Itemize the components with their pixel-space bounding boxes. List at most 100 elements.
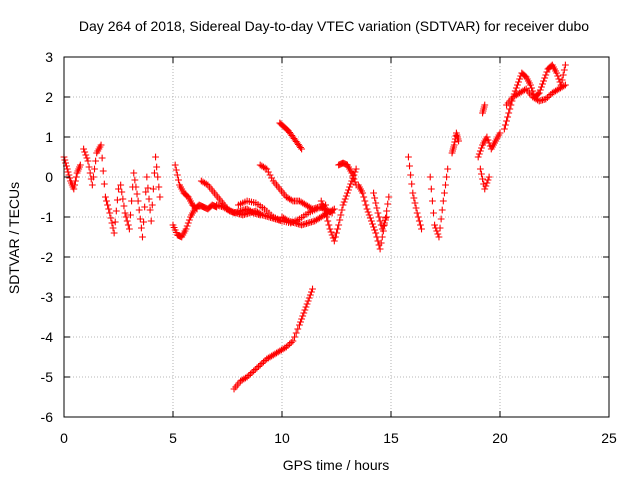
- data-point: [286, 195, 294, 203]
- data-point: [437, 215, 445, 223]
- data-point: [534, 90, 542, 98]
- data-point: [358, 187, 365, 195]
- data-point: [370, 189, 377, 197]
- data-point: [515, 78, 522, 86]
- data-point: [264, 168, 272, 176]
- data-point: [478, 144, 485, 152]
- data-point: [284, 342, 292, 349]
- data-point: [430, 209, 437, 217]
- y-tick-label: -5: [41, 369, 54, 385]
- data-point: [182, 191, 190, 199]
- data-point: [347, 180, 355, 188]
- data-point: [294, 325, 302, 333]
- data-point: [454, 135, 462, 143]
- markers: [60, 61, 569, 393]
- data-point: [82, 151, 90, 159]
- y-tick-labels: -6 -5 -4 -3 -2 -1 0 1 2 3: [41, 49, 54, 425]
- data-point: [527, 91, 535, 99]
- data-point: [377, 239, 385, 247]
- data-point: [426, 173, 434, 181]
- data-point: [436, 224, 444, 232]
- data-point: [378, 233, 386, 241]
- data-point: [329, 206, 337, 214]
- data-point: [100, 180, 108, 188]
- data-point: [253, 364, 261, 372]
- y-tick-label: 2: [45, 89, 53, 105]
- data-point: [255, 363, 262, 370]
- data-point: [274, 183, 282, 191]
- data-point: [438, 206, 446, 214]
- data-point: [543, 68, 551, 76]
- data-point: [362, 201, 370, 209]
- data-point: [324, 217, 332, 225]
- data-point: [287, 339, 295, 346]
- data-point: [483, 179, 491, 187]
- data-point: [349, 172, 357, 180]
- data-point: [431, 221, 438, 229]
- data-point: [532, 95, 540, 103]
- data-point: [332, 233, 339, 241]
- data-point: [66, 174, 74, 182]
- data-point: [481, 185, 489, 193]
- data-point: [106, 209, 114, 217]
- data-point: [521, 86, 528, 94]
- data-point: [266, 353, 274, 361]
- data-point: [202, 180, 210, 188]
- data-point: [171, 161, 179, 169]
- data-point: [291, 136, 299, 144]
- data-point: [273, 349, 280, 357]
- data-point: [248, 369, 256, 376]
- data-point: [90, 173, 97, 181]
- y-tick-label: -1: [41, 209, 54, 225]
- series-arc-13: [335, 159, 360, 189]
- data-point: [346, 183, 353, 191]
- data-point: [414, 213, 422, 221]
- data-point: [333, 229, 340, 237]
- data-point: [218, 203, 225, 210]
- data-point: [296, 321, 303, 329]
- data-point: [261, 164, 269, 172]
- data-point: [479, 175, 486, 183]
- data-point: [215, 195, 223, 203]
- data-point: [151, 169, 158, 177]
- data-point: [62, 159, 70, 167]
- data-point: [314, 215, 322, 223]
- x-tick-label: 15: [383, 430, 399, 446]
- data-point: [309, 285, 316, 293]
- data-point: [418, 225, 425, 233]
- ticks: [63, 56, 610, 418]
- series-arc-1: [80, 141, 122, 237]
- y-tick-label: 0: [45, 169, 53, 185]
- data-point: [382, 216, 389, 224]
- data-point: [482, 182, 490, 190]
- data-point: [64, 168, 72, 176]
- data-point: [330, 237, 338, 245]
- data-point: [246, 370, 254, 378]
- data-point: [320, 203, 327, 211]
- data-point: [251, 366, 259, 373]
- data-point: [502, 121, 509, 129]
- data-point: [250, 367, 258, 375]
- data-point: [61, 156, 69, 164]
- data-point: [429, 197, 436, 205]
- data-point: [84, 157, 92, 165]
- data-point: [442, 181, 449, 189]
- x-tick-label: 10: [274, 430, 290, 446]
- data-point: [80, 145, 88, 153]
- y-tick-label: -3: [41, 289, 54, 305]
- data-point: [85, 163, 93, 171]
- series-arc-21: [479, 101, 489, 117]
- data-point: [102, 193, 109, 201]
- data-point: [327, 207, 335, 215]
- data-point: [244, 210, 252, 217]
- data-point: [506, 105, 514, 113]
- data-point: [361, 197, 369, 205]
- data-point: [352, 165, 360, 173]
- data-point: [292, 329, 300, 337]
- data-point: [347, 167, 355, 175]
- data-point: [140, 218, 147, 226]
- data-point: [327, 228, 335, 236]
- data-point: [555, 75, 563, 83]
- data-point: [369, 220, 376, 228]
- data-point: [560, 82, 568, 90]
